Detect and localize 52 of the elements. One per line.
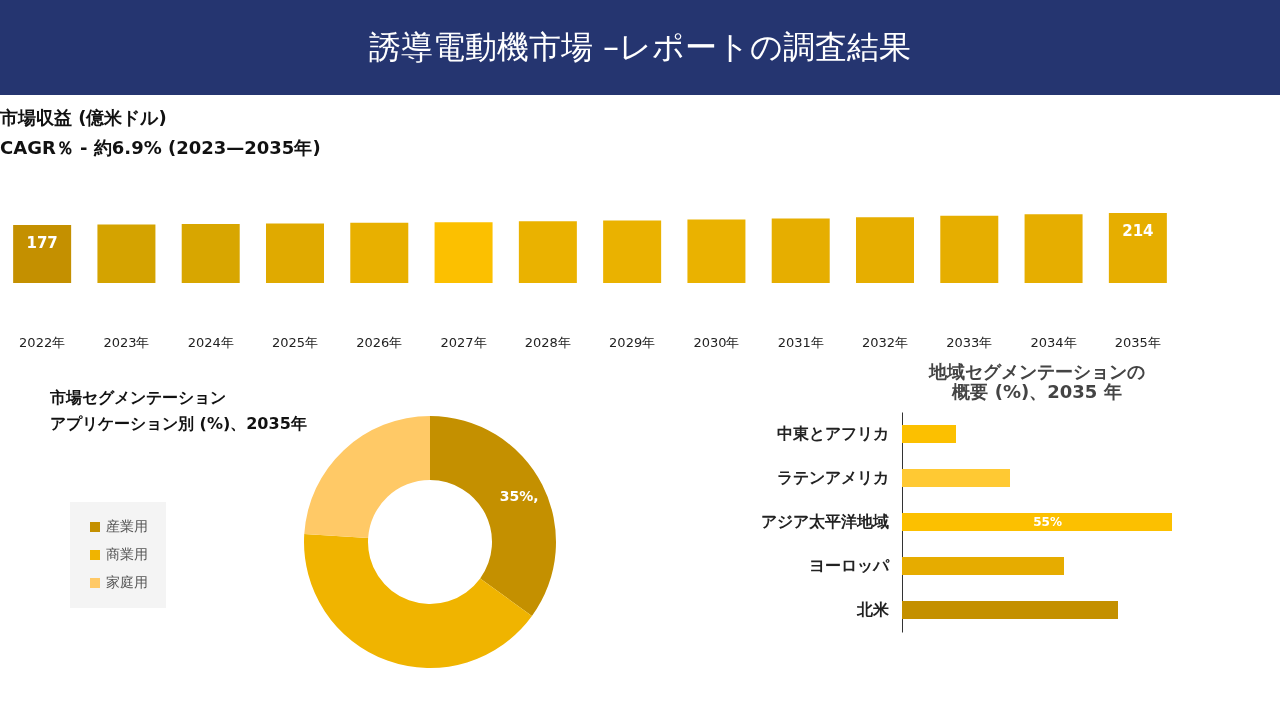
x-tick-label: 2025年: [271, 334, 319, 350]
bar: [902, 601, 1118, 619]
bar: [1024, 214, 1083, 283]
y-tick-label: 北米: [855, 600, 890, 619]
chart-title: 地域セグメンテーションの概要 (%)、2035 年: [928, 361, 1145, 402]
bar: [1108, 213, 1167, 283]
data-label: 214: [1122, 222, 1154, 240]
x-tick-label: 2031年: [777, 334, 824, 350]
bar: [940, 215, 999, 283]
bar: [518, 221, 577, 283]
data-label: 55%: [1033, 515, 1062, 529]
bar: [266, 223, 324, 283]
chart-subtitle: CAGR％ - 約6.9% (2023—2035年): [0, 137, 321, 158]
bar: [856, 217, 914, 283]
legend-label: 商業用: [106, 546, 148, 562]
bar: [13, 225, 72, 283]
bar: [603, 220, 662, 283]
donut-slice: [430, 416, 556, 617]
bar: [771, 218, 830, 283]
x-tick-label: 2030年: [693, 334, 740, 350]
bar: [97, 224, 156, 283]
x-tick-label: 2033年: [946, 334, 993, 350]
text: 誘導電動機市場 –レポートの調査結果: [368, 27, 912, 66]
y-tick-label: ヨーロッパ: [808, 556, 890, 575]
bar: [902, 557, 1064, 575]
chart-title: 市場収益 (億米ドル): [0, 107, 167, 128]
x-tick-label: 2023年: [103, 334, 150, 350]
legend-label: 家庭用: [106, 574, 148, 590]
x-tick-label: 2028年: [524, 334, 571, 350]
x-tick-label: 2032年: [861, 334, 909, 350]
legend-label: 産業用: [106, 518, 148, 534]
donut-slice: [304, 534, 532, 668]
y-tick-label: ラテンアメリカ: [776, 468, 889, 487]
x-tick-label: 2027年: [440, 334, 487, 350]
bar: [902, 425, 956, 443]
bar: [434, 222, 493, 283]
data-label: 177: [26, 234, 58, 253]
x-tick-label: 2034年: [1030, 334, 1077, 350]
chart-title: 市場セグメンテーションアプリケーション別 (%)、2035年: [49, 388, 307, 433]
bar: [902, 469, 1010, 487]
bar: [902, 513, 1172, 531]
x-tick-label: 2022年: [19, 334, 66, 350]
x-tick-label: 2026年: [356, 334, 403, 350]
y-tick-label: アジア太平洋地域: [760, 512, 889, 531]
bar: [350, 222, 409, 283]
data-label: 35%,: [499, 487, 539, 504]
x-tick-label: 2024年: [187, 334, 234, 350]
x-tick-label: 2029年: [609, 334, 656, 350]
x-tick-label: 2035年: [1114, 334, 1161, 350]
bar: [687, 219, 746, 283]
y-tick-label: 中東とアフリカ: [776, 424, 889, 443]
bar: [181, 224, 240, 283]
